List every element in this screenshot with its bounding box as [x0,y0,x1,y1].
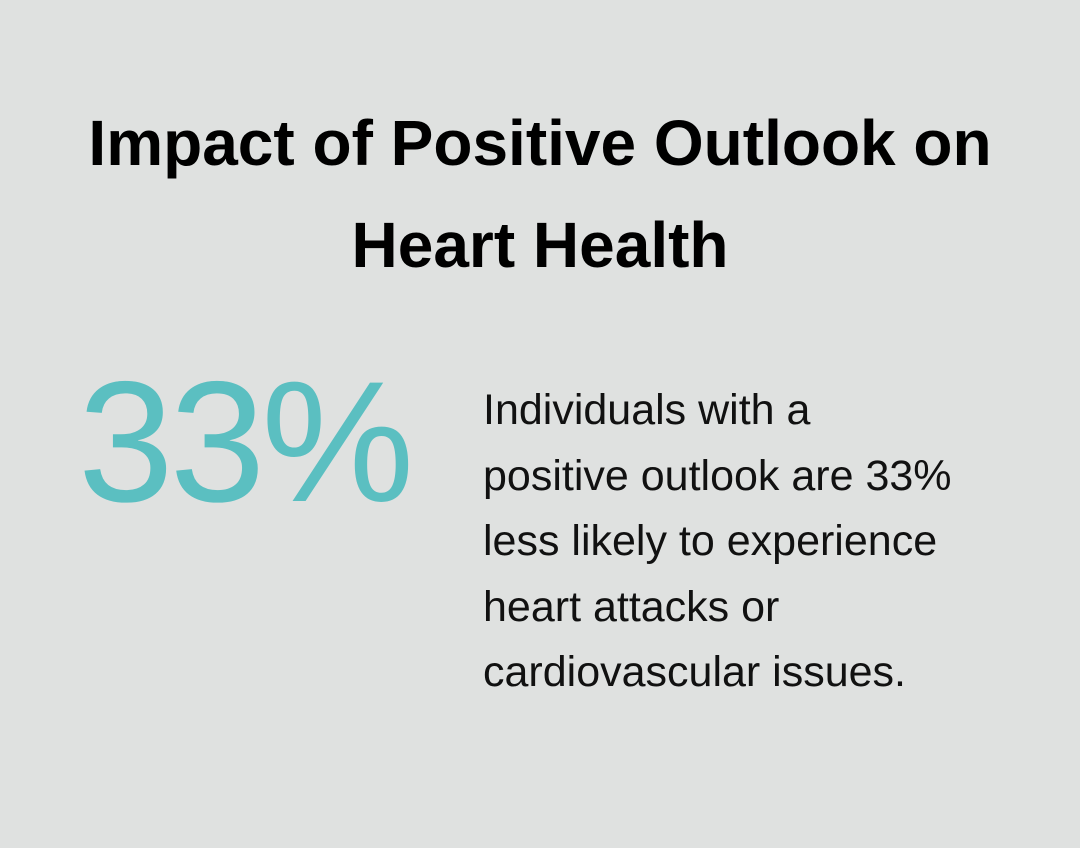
stat-description: Individuals with a positive outlook are … [483,386,952,696]
stat-value: 33% [78,346,414,538]
page-title: Impact of Positive Outlook on Heart Heal… [88,107,992,281]
